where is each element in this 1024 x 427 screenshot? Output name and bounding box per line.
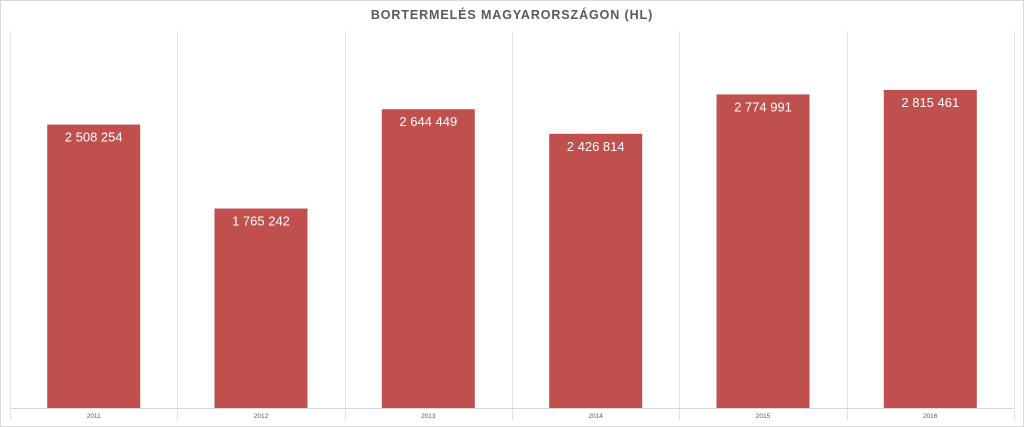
- data-label-2015: 2 774 991: [734, 99, 792, 114]
- x-tick-label-2014: 2014: [588, 413, 603, 420]
- data-label-2014: 2 426 814: [567, 139, 625, 154]
- chart-title: BORTERMELÉS MAGYARORSZÁGON (HL): [370, 8, 654, 22]
- bar-2016: [883, 89, 977, 409]
- bar-2015: [716, 94, 810, 409]
- x-tick-label-2012: 2012: [254, 413, 269, 420]
- x-tick-label-2013: 2013: [421, 413, 436, 420]
- data-label-2013: 2 644 449: [399, 114, 457, 129]
- data-label-2016: 2 815 461: [901, 95, 959, 110]
- data-label-2012: 1 765 242: [232, 214, 290, 229]
- bar-2014: [549, 133, 643, 409]
- x-tick-label-2016: 2016: [923, 413, 938, 420]
- bar-2013: [381, 109, 475, 408]
- bar-2012: [214, 208, 308, 408]
- x-tick-label-2015: 2015: [756, 413, 771, 420]
- x-tick-label-2011: 2011: [87, 413, 101, 420]
- bar-2011: [47, 124, 141, 408]
- data-label-2011: 2 508 254: [65, 130, 123, 145]
